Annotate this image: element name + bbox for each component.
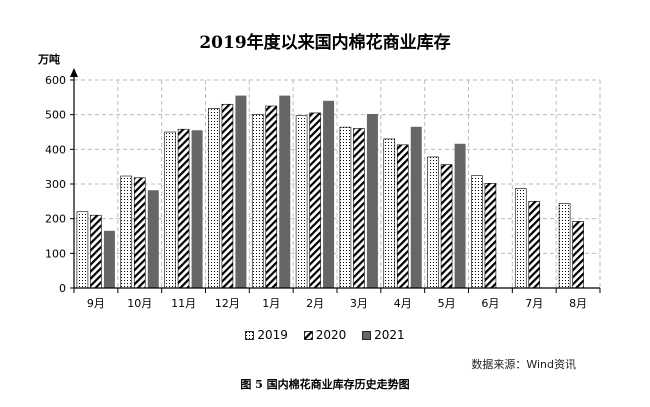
bar-2020-6月	[484, 183, 497, 289]
bar-2020-9月	[90, 214, 102, 289]
bar-2021-11月	[191, 130, 203, 288]
legend-label-2019: 2019	[257, 328, 288, 342]
bar-2019-9月	[76, 211, 89, 289]
bar-2019-6月	[471, 175, 483, 289]
legend-label-2020: 2020	[315, 328, 347, 342]
figure-caption: 图 5 国内棉花商业库存历史走势图	[240, 378, 410, 391]
legend-item-2020: 2020	[303, 328, 347, 342]
bar-2021-10月	[147, 190, 159, 288]
y-tick-label: 0	[59, 282, 66, 295]
y-tick-label: 400	[45, 143, 66, 156]
bar-2019-8月	[558, 203, 571, 289]
bar-2020-10月	[133, 177, 146, 289]
y-axis-arrow-icon	[70, 68, 78, 77]
bar-2021-4月	[410, 126, 422, 288]
bar-2020-12月	[221, 103, 234, 289]
bar-2020-11月	[177, 128, 190, 289]
x-tick-label: 10月	[127, 297, 152, 310]
bar-2019-5月	[427, 156, 439, 289]
bar-2020-2月	[309, 112, 321, 289]
y-tick-label: 100	[45, 247, 66, 260]
bar-2021-5月	[454, 143, 466, 288]
bar-2019-2月	[295, 115, 308, 289]
legend-item-2019: 2019	[245, 328, 288, 342]
x-tick-label: 8月	[569, 297, 587, 310]
bar-2020-8月	[572, 221, 584, 289]
bar-2020-5月	[440, 164, 453, 289]
tick-labels: 0 100 200 300 400 500 600 9月 10月 11月 12月 1月 2月 3月 4月 5月…	[45, 74, 587, 310]
x-tick-label: 2月	[306, 297, 324, 310]
x-tick-label: 3月	[350, 297, 368, 310]
x-tick-label: 5月	[438, 297, 456, 310]
y-tick-label: 200	[45, 213, 66, 226]
x-tick-label: 12月	[215, 297, 240, 310]
x-tick-label: 9月	[87, 297, 105, 310]
y-tick-label: 300	[45, 178, 66, 191]
legend-item-2021: 2021	[362, 328, 405, 342]
x-tick-label: 7月	[525, 297, 543, 310]
y-tick-label: 500	[45, 109, 66, 122]
bar-2020-3月	[353, 128, 365, 289]
bar-2020-1月	[265, 105, 278, 289]
gridlines	[74, 79, 601, 288]
axes	[70, 68, 601, 293]
bar-2019-3月	[339, 126, 352, 289]
bar-2021-1月	[279, 95, 291, 288]
x-tick-label: 4月	[394, 297, 412, 310]
bar-2019-4月	[383, 138, 396, 289]
bar-2020-4月	[396, 144, 409, 289]
bar-2019-1月	[251, 114, 264, 289]
data-source: 数据来源：Wind资讯	[471, 358, 576, 371]
bar-2021-2月	[323, 100, 335, 288]
bar-2021-9月	[103, 230, 115, 288]
x-tick-label: 6月	[481, 297, 499, 310]
legend-swatch-diagonal	[303, 331, 313, 340]
y-tick-label: 600	[45, 74, 66, 87]
x-tick-label: 1月	[262, 297, 280, 310]
bar-2021-3月	[366, 113, 378, 289]
legend-swatch-dots	[245, 331, 255, 340]
bar-2019-12月	[208, 108, 220, 289]
x-tick-label: 11月	[171, 297, 196, 310]
chart-title: 2019年度以来国内棉花商业库存	[199, 33, 451, 53]
bar-2019-10月	[120, 175, 133, 289]
legend-swatch-solid	[362, 331, 371, 340]
legend-label-2021: 2021	[374, 328, 405, 342]
bar-2021-12月	[235, 95, 247, 288]
bar-2020-7月	[528, 201, 541, 289]
bar-2019-11月	[164, 131, 176, 289]
bar-2019-7月	[514, 188, 527, 289]
bars	[76, 95, 584, 289]
legend: 2019 2020 2021	[0, 328, 650, 342]
y-axis-label: 万吨	[38, 53, 60, 66]
